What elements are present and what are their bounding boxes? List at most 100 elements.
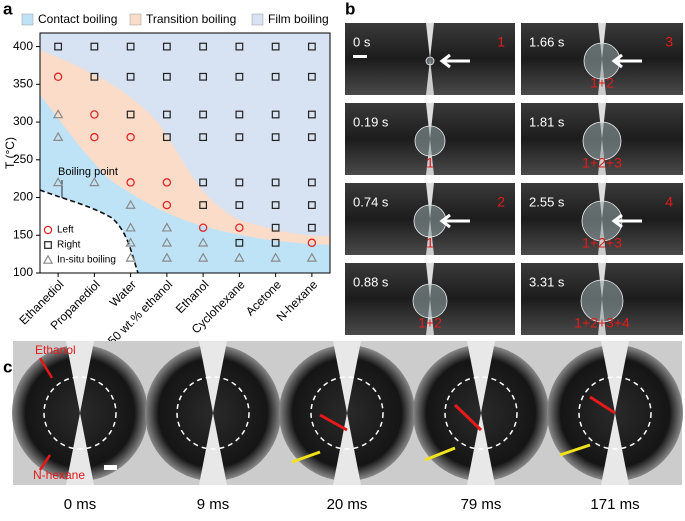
legend-marker: [44, 241, 52, 249]
frame-time: 0.19 s: [353, 114, 389, 129]
scale-bar: [104, 465, 117, 470]
point: [271, 133, 280, 142]
guide-circle: [578, 376, 652, 450]
panel-label: c: [3, 357, 12, 376]
point: [271, 72, 280, 81]
needle: [426, 139, 434, 175]
point: [270, 252, 281, 262]
droplet: [580, 279, 624, 323]
point: [307, 72, 316, 81]
point: [162, 200, 172, 210]
y-tick-label: 100: [13, 265, 33, 279]
point: [53, 72, 63, 82]
annotation: Ethanol: [35, 343, 76, 357]
plot-frame: [39, 32, 331, 274]
y-tick-label: 300: [13, 114, 33, 128]
point: [197, 237, 209, 247]
point: [199, 178, 208, 187]
point: [52, 109, 64, 119]
point: [90, 110, 99, 119]
legend-marker: [42, 254, 54, 264]
legend-swatch: [251, 13, 264, 26]
point: [234, 252, 245, 262]
point: [235, 42, 244, 51]
point: [162, 110, 171, 119]
panel-label: b: [345, 0, 355, 18]
point: [235, 110, 244, 119]
point: [199, 110, 208, 119]
legend-label: Right: [57, 240, 81, 251]
annotation: N-hexane: [33, 468, 85, 482]
point: [126, 178, 135, 187]
droplet: [412, 283, 448, 319]
point: [271, 238, 280, 247]
point: [161, 237, 173, 247]
point: [197, 252, 209, 262]
needle: [426, 23, 434, 59]
point: [307, 133, 316, 142]
y-tick-label: 250: [13, 152, 33, 166]
point: [52, 131, 64, 141]
plot-area: [39, 32, 331, 274]
frame-time: 1.81 s: [529, 114, 565, 129]
frame-time: 0.88 s: [353, 274, 389, 289]
needle: [426, 103, 434, 139]
arrow: [611, 213, 642, 229]
point: [306, 252, 318, 262]
arrow: [291, 443, 591, 464]
y-tick-label: 400: [13, 39, 33, 53]
droplet: [425, 56, 435, 66]
point: [90, 132, 99, 142]
drop-number: 1: [497, 34, 505, 50]
point: [235, 223, 244, 232]
point: [162, 72, 171, 81]
point: [307, 223, 316, 232]
frame-time: 20 ms: [327, 496, 368, 513]
point: [54, 42, 63, 51]
drop-number: 4: [665, 194, 673, 210]
frame-time: 171 ms: [590, 496, 639, 513]
point: [235, 238, 244, 247]
arrow: [439, 213, 470, 229]
guide-circle: [444, 376, 518, 450]
drop-number: 1+2+3: [582, 155, 622, 171]
legend-label: In-situ boiling: [57, 255, 116, 266]
x-tick-label: Water: [107, 277, 139, 309]
point: [271, 201, 280, 209]
legend-swatch: [129, 13, 142, 26]
point: [90, 72, 99, 81]
arrow: [611, 53, 642, 69]
drop-number: 1: [426, 155, 434, 171]
point: [125, 222, 136, 232]
point: [161, 222, 173, 232]
scale-bar: [353, 55, 367, 58]
panel-label: a: [3, 0, 13, 18]
frame-time: 0 s: [353, 34, 371, 49]
drop-number: 1+2: [590, 75, 614, 91]
y-tick-label: 200: [13, 190, 33, 204]
point: [271, 110, 280, 119]
point: [199, 133, 208, 142]
guide-circle: [176, 376, 250, 450]
guide-circle: [43, 376, 117, 450]
point: [199, 72, 208, 81]
point: [90, 42, 99, 51]
frame-time: 9 ms: [197, 496, 230, 513]
point: [126, 42, 135, 51]
legend-label: Left: [57, 225, 74, 236]
needle: [426, 59, 434, 95]
point: [235, 133, 244, 142]
arrow: [38, 357, 54, 471]
point: [199, 201, 208, 209]
point: [125, 199, 136, 209]
legend-label: Transition boiling: [146, 12, 236, 26]
drop-number: 3: [665, 34, 673, 50]
legend-marker: [43, 225, 53, 235]
boiling-point-curve: [39, 189, 139, 274]
arrow: [319, 395, 616, 432]
drop-number: 1+2: [418, 315, 442, 331]
point: [162, 42, 171, 51]
drop-number: 2: [497, 194, 505, 210]
needle: [598, 103, 606, 139]
drop-number: 1+2+3: [582, 235, 622, 251]
